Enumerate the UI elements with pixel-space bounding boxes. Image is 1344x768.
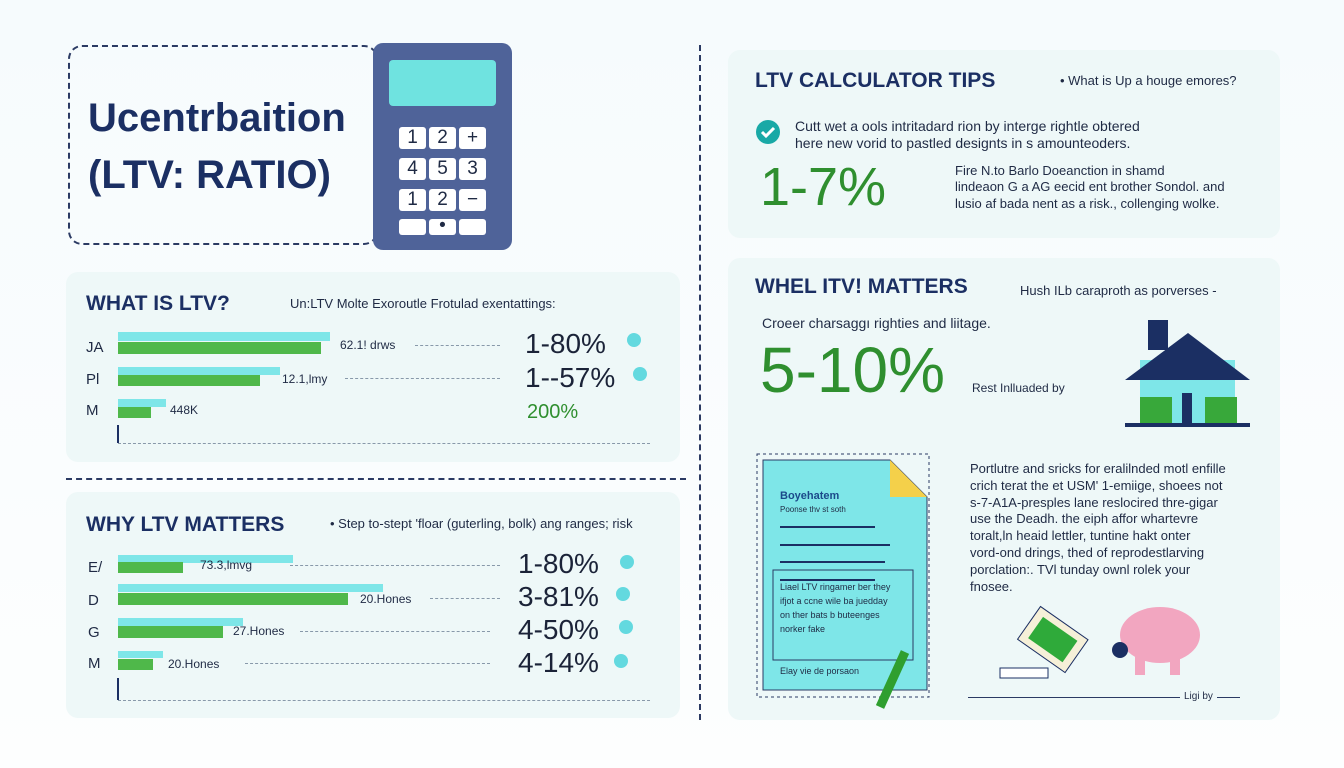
doc-body: Liael LTV ringamer ber they: [780, 582, 891, 592]
doc-title: Boyehatem: [780, 490, 840, 502]
row-value: 3-81%: [518, 581, 599, 612]
big-figure: 1-7%: [760, 157, 887, 217]
bar-label: 20.Hones: [168, 657, 220, 671]
calc-key: 2: [429, 189, 456, 211]
calc-key: 2: [429, 127, 456, 149]
card-title: WHEL ITV! MATTERS: [755, 275, 968, 298]
text-line: crich terat the et USM' 1-emiige, shoees…: [970, 477, 1223, 493]
title-line: (LTV: RATIO): [88, 153, 331, 197]
row-label: D: [88, 592, 99, 609]
text-line: vord-ond drings, thed of reprodestlarvin…: [970, 544, 1205, 560]
calc-key: 4: [399, 158, 426, 180]
calc-key: +: [459, 127, 486, 149]
doc-line: Poonse thv st soth: [780, 505, 846, 514]
row-label: JA: [86, 339, 104, 356]
money-icons: [999, 605, 1200, 679]
bar-label: 20.Hones: [360, 592, 412, 606]
row-value: 200%: [527, 401, 579, 423]
calculator: 1 2 + 4 5 3 1 2 − •: [373, 43, 512, 250]
card-subtitle: Un:LTV Molte Exoroutle Frotulad exentatt…: [290, 296, 556, 311]
row-value: 1--57%: [525, 362, 616, 393]
text-line: porclation:. TVl tunday ownl rolek your: [970, 561, 1191, 577]
row-value: 4-50%: [518, 614, 599, 645]
text-line: use the Deadh. the eiph affor whartevre: [970, 511, 1199, 527]
card-sub: Croeer charsaggı righties and liitage.: [762, 315, 991, 331]
bar-label: 27.Hones: [233, 624, 285, 638]
why-card: [66, 492, 680, 718]
card-title: WHAT IS LTV?: [86, 292, 230, 315]
text-line: s-7-A1A-presples lane reslocired thre-gi…: [970, 494, 1218, 510]
calc-key: 1: [399, 189, 426, 211]
doc-body: norker fake: [780, 624, 826, 634]
row-value: 1-80%: [518, 548, 599, 579]
text-line: Portlutre and sricks for eralilnded motl…: [970, 461, 1226, 476]
calc-key: 1: [399, 127, 426, 149]
card-note: • What is Up a houge emores?: [1060, 73, 1237, 88]
row-label: M: [86, 402, 99, 419]
side-text: lusio af bada nent as a risk., collengin…: [955, 196, 1220, 211]
row-label: E/: [88, 559, 103, 576]
bar-label: 73.3,lmvg: [200, 558, 253, 572]
doc-body: ifjot a ccne wile ba juedday: [780, 596, 888, 606]
row-label: M: [88, 655, 101, 672]
calc-key: −: [459, 189, 486, 211]
bar-label: 62.1! drws: [340, 338, 396, 352]
side-text: Fire N.to Barlo Doeanction in shamd: [955, 163, 1165, 178]
side-text: lindeaon G a AG eecid ent brother Sondol…: [955, 179, 1225, 194]
title-line: Ucentrbaition: [88, 96, 346, 140]
tips-card: [728, 50, 1280, 238]
caption: Ligi by: [1180, 692, 1217, 702]
row-value: 1-80%: [525, 328, 606, 359]
check-text: Cutt wet a ools intritadard rion by inte…: [795, 118, 1140, 134]
calc-key: 3: [459, 158, 486, 180]
text-line: toralt,ln heaid lettler, tuntine hakt on…: [970, 528, 1191, 544]
house-icon: [1125, 320, 1250, 427]
title-frame: [68, 45, 378, 245]
row-label: G: [88, 624, 100, 641]
card-title: WHY LTV MATTERS: [86, 513, 285, 536]
row-label: Pl: [86, 371, 100, 388]
check-text: here new vorid to pastled designts in s …: [795, 135, 1131, 151]
bar-label: 448K: [170, 403, 199, 417]
card-title: LTV CALCULATOR TIPS: [755, 69, 996, 92]
calc-key: 5: [429, 158, 456, 180]
big-figure: 5-10%: [760, 334, 945, 406]
doc-body: on ther bats b buteenges: [780, 610, 880, 620]
side-text: Rest Inlluaded by: [972, 381, 1065, 395]
bar-label: 12.1,lmy: [282, 372, 328, 386]
check-icon: [756, 120, 780, 144]
text-line: fnosee.: [970, 578, 1013, 594]
row-value: 4-14%: [518, 647, 599, 678]
card-note: Hush ILb caraproth as porverses -: [1020, 283, 1217, 298]
doc-footer: Elay vie de porsaon: [780, 666, 860, 676]
document-icon: [756, 453, 930, 709]
card-subtitle: • Step to-stept 'floar (guterling, bolk)…: [330, 516, 633, 531]
text-block: Portlutre and sricks for eralilnded motl…: [970, 461, 1226, 595]
